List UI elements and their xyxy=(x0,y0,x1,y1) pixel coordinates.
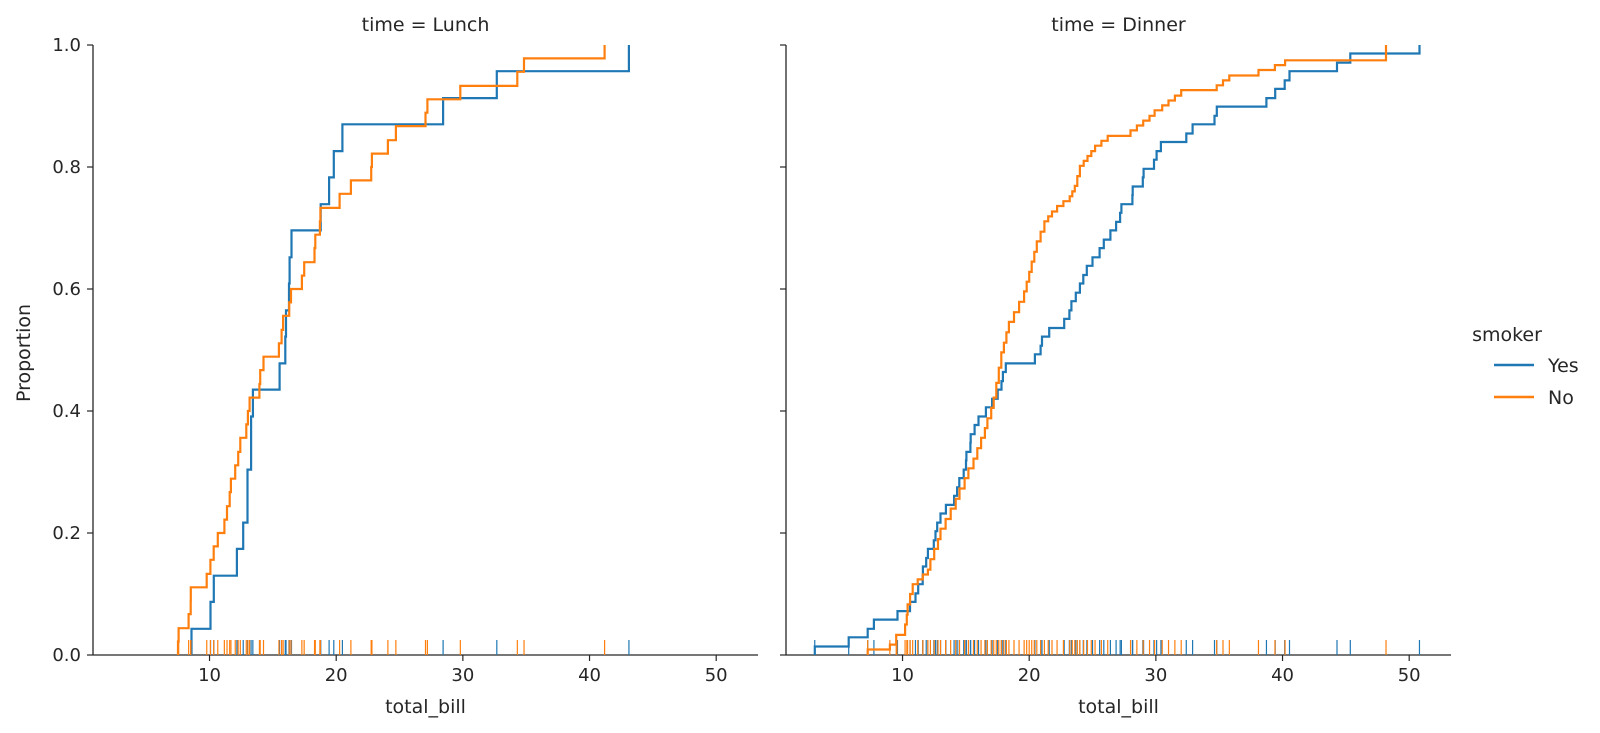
ecdf-line-no xyxy=(866,45,1388,655)
y-tick-label: 0.2 xyxy=(52,523,81,544)
x-axis-label-lunch: total_bill xyxy=(385,696,466,718)
y-tick-label: 0.0 xyxy=(52,645,81,666)
legend-title: smoker xyxy=(1472,324,1542,346)
x-tick-label: 10 xyxy=(198,665,221,686)
x-axis-label-dinner: total_bill xyxy=(1078,696,1159,718)
facet-dinner: time = Dinner total_bill 10 20 30 40 50 xyxy=(780,14,1451,718)
x-tick-label: 30 xyxy=(1144,665,1167,686)
x-tick-label: 40 xyxy=(578,665,601,686)
x-tick-label: 40 xyxy=(1271,665,1294,686)
legend-label-no: No xyxy=(1548,387,1574,409)
facet-lunch: time = Lunch total_bill 0.0 0.2 0.4 0.6 0.8 1… xyxy=(52,14,758,718)
ecdf-line-yes xyxy=(813,45,1421,655)
y-tick-label: 0.8 xyxy=(52,157,81,178)
ecdf-line-no xyxy=(176,45,606,655)
y-tick-label: 0.4 xyxy=(52,401,81,422)
y-tick-label: 1.0 xyxy=(52,35,81,56)
legend: smoker Yes No xyxy=(1472,324,1579,409)
rug-no xyxy=(177,640,606,655)
x-tick-label: 20 xyxy=(325,665,348,686)
facet-title-lunch: time = Lunch xyxy=(362,14,490,36)
ecdf-line-yes xyxy=(190,45,630,655)
x-tick-label: 20 xyxy=(1018,665,1041,686)
rug-yes xyxy=(190,640,630,655)
facet-title-dinner: time = Dinner xyxy=(1051,14,1186,36)
x-tick-label: 50 xyxy=(1398,665,1421,686)
y-axis-label: Proportion xyxy=(13,304,35,402)
rug-no xyxy=(867,640,1387,655)
x-tick-label: 10 xyxy=(891,665,914,686)
x-tick-label: 50 xyxy=(705,665,728,686)
y-tick-label: 0.6 xyxy=(52,279,81,300)
legend-label-yes: Yes xyxy=(1547,355,1579,377)
x-tick-label: 30 xyxy=(451,665,474,686)
